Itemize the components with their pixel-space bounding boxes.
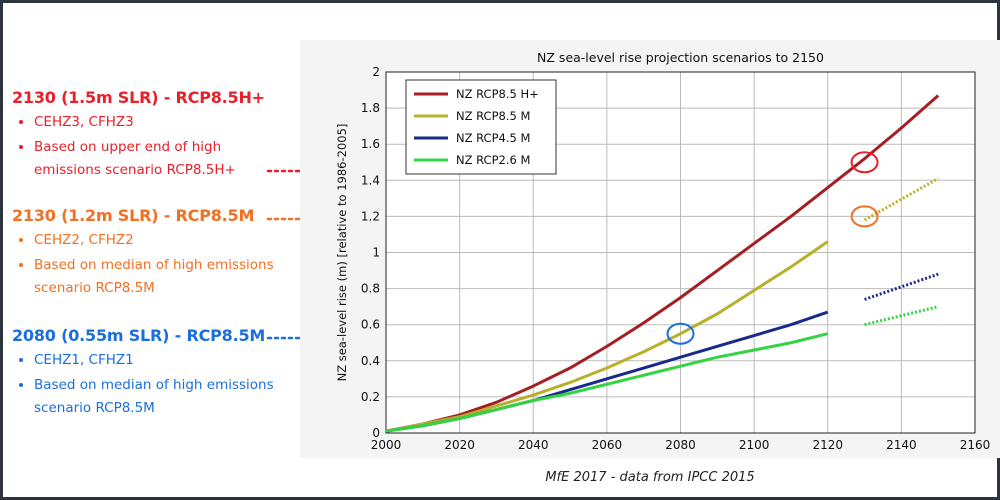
y-tick-label: 0 bbox=[372, 426, 380, 440]
scenario-heading: 2130 (1.2m SLR) - RCP8.5M bbox=[12, 206, 255, 225]
scenario-high-plus: 2130 (1.5m SLR) - RCP8.5H+ CEHZ3, CFHZ3 … bbox=[12, 88, 265, 184]
y-tick-label: 1.4 bbox=[361, 173, 380, 187]
y-tick-label: 2 bbox=[372, 65, 380, 79]
series-extension bbox=[864, 272, 939, 301]
y-tick-label: 1.2 bbox=[361, 209, 380, 223]
x-tick-label: 2140 bbox=[886, 438, 917, 452]
bullet-item: CEHZ1, CFHZ1 bbox=[34, 349, 274, 372]
y-tick-label: 0.2 bbox=[361, 390, 380, 404]
x-tick-label: 2020 bbox=[444, 438, 475, 452]
x-tick-label: 2060 bbox=[592, 438, 623, 452]
legend-label: NZ RCP8.5 M bbox=[456, 109, 530, 123]
y-tick-label: 0.8 bbox=[361, 282, 380, 296]
annotation-ellipse bbox=[666, 322, 695, 345]
legend-label: NZ RCP4.5 M bbox=[456, 131, 530, 145]
annotation-ellipse bbox=[850, 151, 879, 174]
y-tick-label: 0.6 bbox=[361, 318, 380, 332]
annotation-ellipse bbox=[850, 205, 879, 228]
chart-title: NZ sea-level rise projection scenarios t… bbox=[537, 50, 824, 65]
scenario-bullets: CEHZ2, CFHZ2 Based on median of high emi… bbox=[12, 229, 274, 300]
series-line bbox=[385, 94, 940, 433]
scenario-heading: 2130 (1.5m SLR) - RCP8.5H+ bbox=[12, 88, 265, 107]
x-tick-label: 2080 bbox=[665, 438, 696, 452]
legend-label: NZ RCP2.6 M bbox=[456, 153, 530, 167]
scenario-heading: 2080 (0.55m SLR) - RCP8.5M bbox=[12, 326, 266, 345]
source-caption: MfE 2017 - data from IPCC 2015 bbox=[545, 470, 755, 485]
scenario-2080: 2080 (0.55m SLR) - RCP8.5M CEHZ1, CFHZ1 … bbox=[12, 326, 274, 422]
x-tick-label: 2000 bbox=[371, 438, 402, 452]
plot-border bbox=[385, 71, 976, 434]
x-tick-label: 2120 bbox=[812, 438, 843, 452]
x-tick-label: 2100 bbox=[739, 438, 770, 452]
y-tick-label: 0.4 bbox=[361, 354, 380, 368]
y-axis-label: NZ sea-level rise (m) [relative to 1986-… bbox=[335, 124, 349, 382]
x-tick-label: 2160 bbox=[960, 438, 991, 452]
scenario-bullets: CEHZ1, CFHZ1 Based on median of high emi… bbox=[12, 349, 274, 420]
legend-label: NZ RCP8.5 H+ bbox=[456, 87, 539, 101]
series-line bbox=[385, 240, 829, 433]
bullet-item: CEHZ2, CFHZ2 bbox=[34, 229, 274, 252]
y-tick-label: 1 bbox=[372, 246, 380, 260]
scenario-high-median: 2130 (1.2m SLR) - RCP8.5M CEHZ2, CFHZ2 B… bbox=[12, 206, 274, 302]
chart-area: 2000 2020 2040 2060 2080 2100 2120 2140 2160 0 0.2… bbox=[300, 40, 1000, 458]
y-tick-label: 1.6 bbox=[361, 137, 380, 151]
scenario-bullets: CEHZ3, CFHZ3 Based on upper end of highe… bbox=[12, 111, 265, 182]
sea-level-chart: 2000 2020 2040 2060 2080 2100 2120 2140 2160 0 0.2… bbox=[300, 40, 1000, 458]
legend-box bbox=[405, 79, 557, 175]
series-extension bbox=[864, 305, 939, 327]
bullet-item: Based on median of high emissionsscenari… bbox=[34, 254, 274, 300]
bullet-item: CEHZ3, CFHZ3 bbox=[34, 111, 265, 134]
bullet-item: Based on median of high emissionsscenari… bbox=[34, 374, 274, 420]
y-tick-label: 1.8 bbox=[361, 101, 380, 115]
x-tick-label: 2040 bbox=[518, 438, 549, 452]
series-line bbox=[385, 332, 829, 433]
